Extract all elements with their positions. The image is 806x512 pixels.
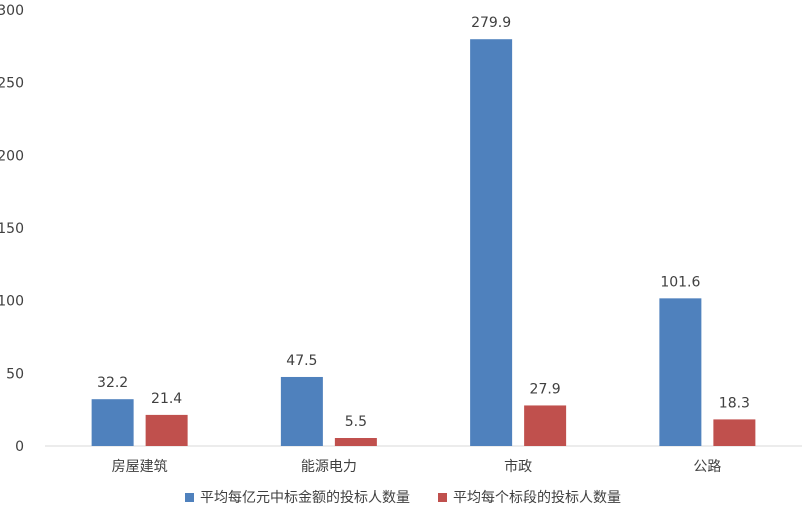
legend-item-series-1: 平均每亿元中标金额的投标人数量: [185, 487, 410, 507]
data-label: 21.4: [151, 391, 182, 407]
y-tick-label: 50: [6, 366, 24, 382]
bar: [470, 39, 513, 446]
bar: [145, 414, 188, 446]
bar: [280, 376, 323, 446]
y-tick-label: 300: [0, 3, 24, 19]
y-axis-ticks: 0 50 100 150 200 250 300: [0, 3, 24, 455]
x-tick-label: 市政: [504, 458, 532, 475]
bar: [524, 405, 567, 446]
data-labels: 32.2 21.4 47.5 5.5 279.9 27.9 101.6 18.3: [97, 15, 750, 430]
y-tick-label: 250: [0, 76, 24, 92]
y-tick-label: 100: [0, 294, 24, 310]
bar-chart: 0 50 100 150 200 250 300 32.2 21.4 47.5 5.5 279.9 2…: [0, 3, 802, 475]
data-label: 279.9: [471, 15, 511, 31]
y-tick-label: 200: [0, 148, 24, 164]
bar: [659, 298, 702, 446]
data-label: 27.9: [530, 381, 561, 397]
y-tick-label: 150: [0, 221, 24, 237]
y-tick-label: 0: [15, 439, 24, 455]
data-label: 47.5: [286, 353, 317, 369]
data-label: 101.6: [660, 274, 700, 290]
legend-swatch-series-2: [438, 492, 447, 502]
data-label: 5.5: [345, 414, 367, 430]
bars: [91, 39, 756, 446]
legend-label-series-1: 平均每亿元中标金额的投标人数量: [200, 490, 410, 506]
x-tick-label: 能源电力: [301, 459, 357, 475]
bar: [91, 399, 134, 446]
legend-item-series-2: 平均每个标段的投标人数量: [438, 487, 621, 507]
bar: [713, 419, 756, 446]
bar: [334, 438, 377, 446]
x-tick-label: 房屋建筑: [112, 459, 168, 475]
x-tick-label: 公路: [693, 459, 721, 475]
legend: 平均每亿元中标金额的投标人数量 平均每个标段的投标人数量: [0, 487, 806, 507]
legend-swatch-series-1: [185, 492, 194, 502]
legend-label-series-2: 平均每个标段的投标人数量: [453, 490, 621, 506]
x-axis-labels: 房屋建筑 能源电力 市政 公路: [112, 458, 722, 475]
data-label: 32.2: [97, 375, 128, 391]
data-label: 18.3: [719, 395, 750, 411]
